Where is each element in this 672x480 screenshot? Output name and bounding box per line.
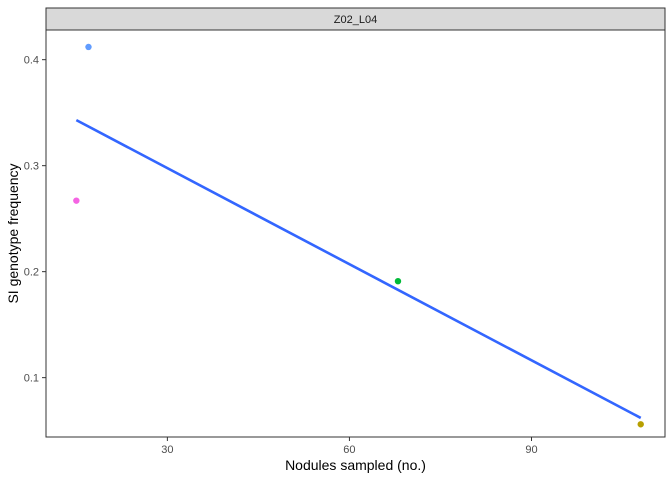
trend-line-group	[75, 118, 642, 420]
x-axis-title: Nodules sampled (no.)	[285, 457, 426, 473]
y-tick-label: 0.2	[24, 267, 39, 279]
x-tick-label: 60	[343, 444, 355, 456]
plot-panel	[45, 29, 666, 438]
y-axis-title: SI genotype frequency	[5, 163, 21, 303]
data-points	[73, 43, 644, 428]
x-axis-ticks: 30 60 90	[161, 437, 538, 456]
facet-strip-label: Z02_L04	[334, 14, 377, 26]
trend-line	[75, 118, 642, 420]
x-tick-label: 90	[525, 444, 537, 456]
data-point	[85, 43, 92, 51]
data-point	[394, 277, 402, 285]
y-axis-ticks: 0.1 0.2 0.3 0.4	[24, 55, 46, 385]
y-tick-label: 0.4	[24, 55, 39, 67]
data-point	[637, 421, 644, 428]
y-tick-label: 0.1	[24, 373, 39, 385]
data-point	[73, 197, 80, 204]
x-tick-label: 30	[161, 444, 173, 456]
y-tick-label: 0.3	[24, 161, 39, 173]
